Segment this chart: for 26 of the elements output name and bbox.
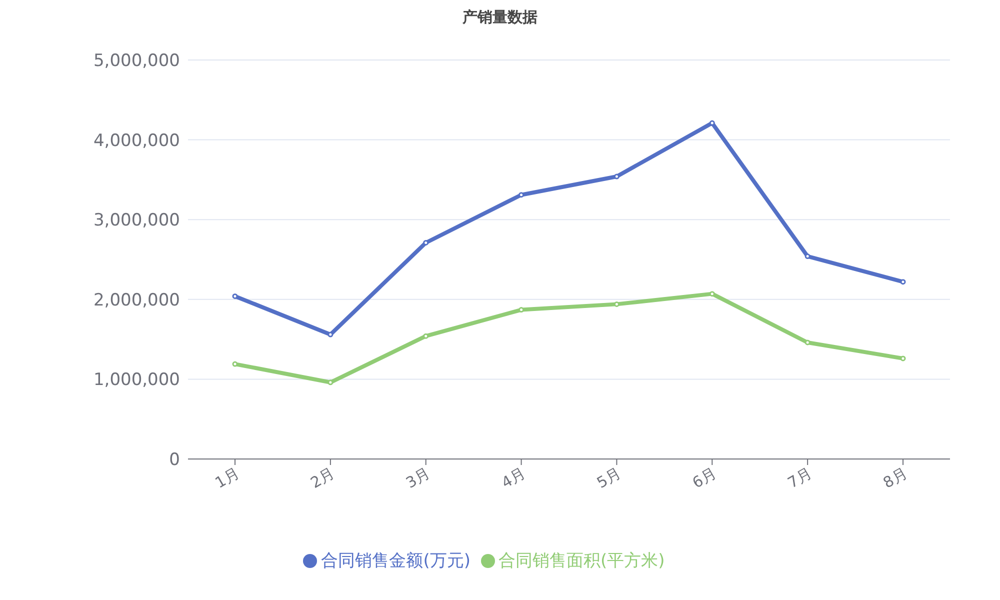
y-tick-label: 0 bbox=[169, 450, 180, 470]
y-tick-label: 3,000,000 bbox=[93, 210, 180, 231]
point bbox=[900, 356, 906, 362]
x-tick-label: 1月 bbox=[212, 464, 242, 492]
legend-label: 合同销售面积(平方米) bbox=[498, 551, 665, 571]
y-tick-label: 2,000,000 bbox=[93, 290, 180, 310]
legend-label: 合同销售金额(万元) bbox=[321, 551, 470, 571]
x-tick-label: 4月 bbox=[498, 464, 529, 492]
point bbox=[423, 240, 429, 246]
chart-title: 产销量数据 bbox=[462, 8, 538, 27]
x-tick-label: 8月 bbox=[880, 464, 910, 492]
x-tick-label: 3月 bbox=[402, 464, 434, 492]
point bbox=[328, 380, 334, 386]
x-tick-label: 7月 bbox=[784, 464, 815, 492]
y-tick-label: 4,000,000 bbox=[93, 130, 180, 151]
point bbox=[328, 332, 334, 338]
point bbox=[804, 340, 810, 346]
y-tick-label: 1,000,000 bbox=[93, 370, 180, 390]
point bbox=[232, 361, 238, 367]
x-tick-label: 5月 bbox=[594, 464, 624, 492]
point bbox=[804, 254, 810, 260]
point bbox=[232, 293, 238, 299]
x-tick-label: 6月 bbox=[689, 464, 720, 492]
y-tick-label: 5,000,000 bbox=[93, 51, 180, 72]
x-tick-label: 2月 bbox=[307, 464, 338, 492]
point bbox=[900, 279, 906, 285]
